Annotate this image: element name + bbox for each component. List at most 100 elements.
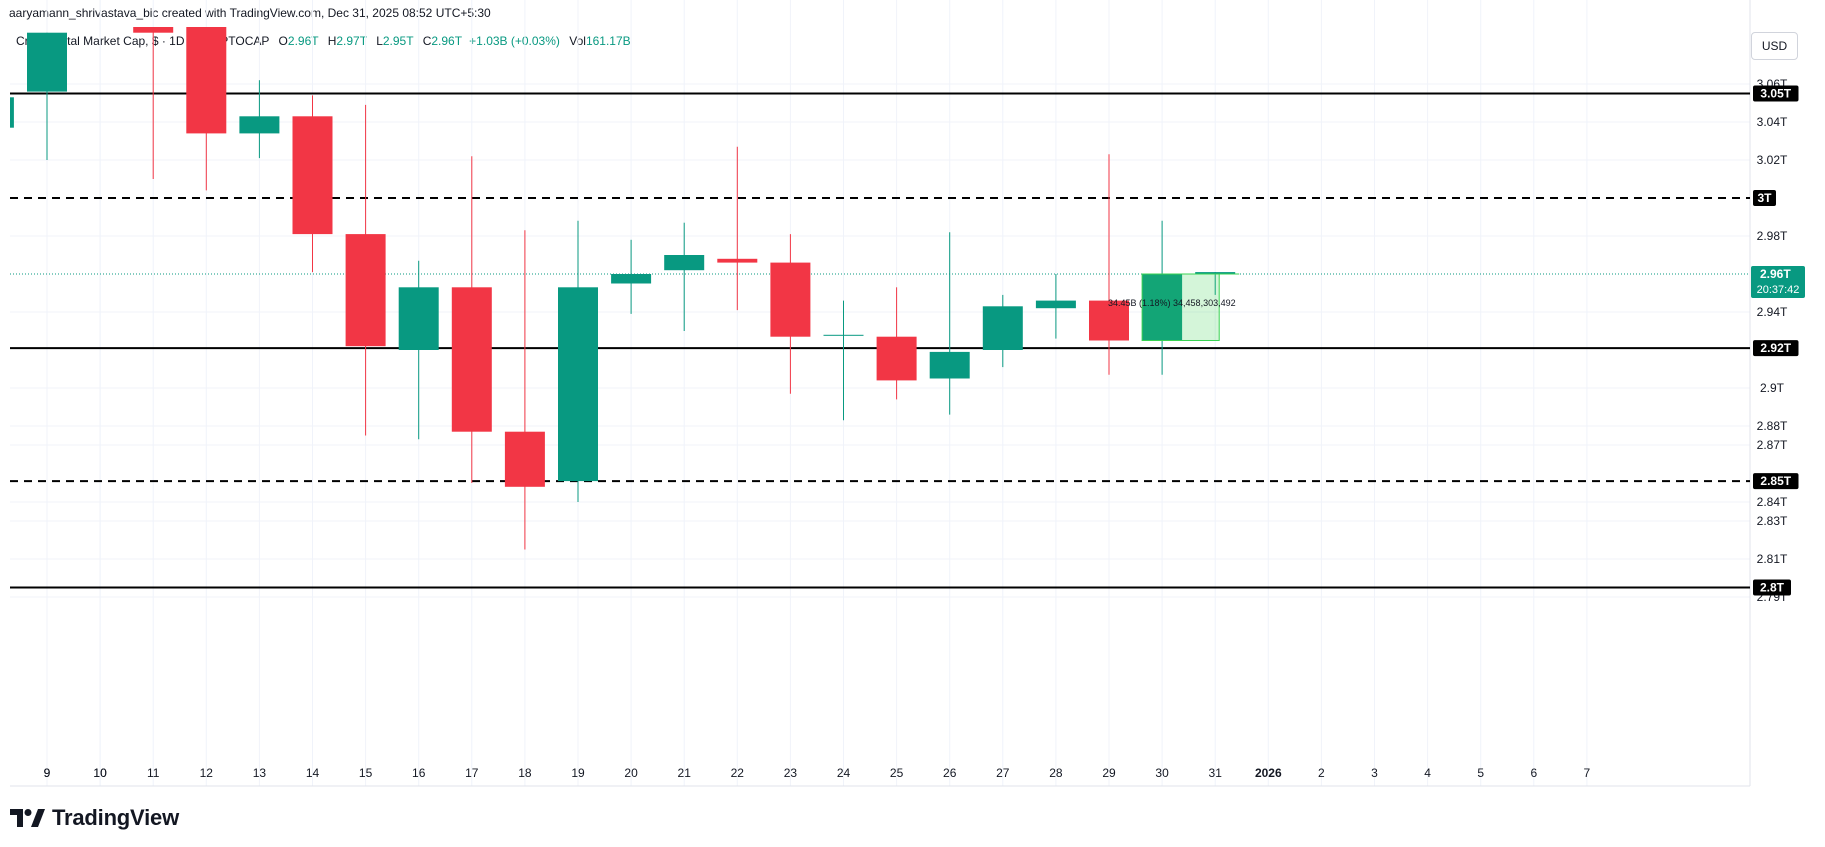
time-tick-label: 15 (359, 766, 373, 780)
time-tick-label: 25 (890, 766, 904, 780)
candle-body (451, 287, 492, 432)
level-price-label: 3T (1757, 191, 1772, 205)
price-tick-label: 2.94T (1757, 305, 1788, 319)
price-tick-label: 2.98T (1757, 229, 1788, 243)
price-tick-label: 2.88T (1757, 419, 1788, 433)
price-tick-label: 2.83T (1757, 514, 1788, 528)
price-tick-label: 2.84T (1757, 495, 1788, 509)
volume-value: 161.17B (585, 34, 631, 48)
candle-body (504, 431, 545, 487)
time-tick-label: 22 (731, 766, 745, 780)
high-value: 2.97T (336, 34, 367, 48)
time-tick-label: 9 (44, 766, 51, 780)
tradingview-logo[interactable]: TradingView (10, 805, 179, 831)
level-price-tag (1753, 340, 1799, 357)
time-tick-label: 20 (624, 766, 638, 780)
candle-body (345, 234, 386, 347)
candle-body (611, 274, 652, 284)
time-tick-label: 27 (996, 766, 1010, 780)
time-tick-label: 2 (1318, 766, 1325, 780)
change-value: +1.03B (+0.03%) (469, 34, 560, 48)
candle-body (717, 258, 758, 263)
candle-body (558, 287, 598, 482)
tradingview-logo-text: TradingView (52, 805, 179, 830)
level-price-tag (1753, 579, 1791, 596)
price-tick-label: 2.9T (1760, 381, 1785, 395)
measurement-box (1141, 273, 1220, 341)
time-tick-label: 3 (1371, 766, 1378, 780)
candle-body (292, 116, 333, 235)
currency-button[interactable]: USD (1751, 32, 1798, 60)
time-tick-label: 2026 (1255, 766, 1282, 780)
level-price-label: 2.8T (1760, 581, 1785, 595)
candle-body (770, 262, 811, 337)
time-tick-label: 11 (147, 766, 160, 780)
candle-body (186, 27, 227, 134)
time-tick-label: 29 (1102, 766, 1116, 780)
time-axis[interactable]: 9 10 11 12 13 14 15 16 17 18 19 20 21 22 23 24 25 26 27 28 2… (0, 766, 1591, 780)
time-tick-label: 16 (412, 766, 426, 780)
candle-body (1089, 300, 1129, 341)
time-tick-label: 30 (1155, 766, 1169, 780)
time-tick-label: 21 (678, 766, 692, 780)
candle-body (10, 97, 14, 128)
candle-body (1142, 274, 1183, 341)
candle-body (823, 334, 864, 336)
horizontal-levels (10, 92, 1750, 589)
time-tick-label: 7 (1584, 766, 1591, 780)
open-label: O (278, 34, 288, 48)
candle-body (929, 351, 970, 379)
tradingview-logo-icon (10, 809, 45, 827)
measurement-tool: 34.45B (1.18%) 34,458,303,492 (1108, 273, 1240, 341)
high-label: H (327, 34, 337, 48)
candle-body (398, 287, 439, 350)
time-tick-label: 18 (518, 766, 532, 780)
close-label: C (422, 34, 432, 48)
time-tick-label: 14 (306, 766, 320, 780)
time-tick-label: 26 (943, 766, 957, 780)
candles (10, 27, 1236, 550)
candle-body (876, 336, 917, 381)
candle-body (27, 32, 67, 92)
close-value: 2.96T (431, 34, 462, 48)
chart-attribution: aaryamann_shrivastava_bic created with T… (9, 6, 491, 20)
level-price-tag (1753, 473, 1799, 490)
price-tick-label: 3.02T (1757, 153, 1788, 167)
candle-body (982, 306, 1023, 350)
level-price-tag (1753, 190, 1776, 206)
time-tick-label: 19 (571, 766, 585, 780)
candle-body (1195, 272, 1236, 274)
level-price-label: 3.05T (1760, 87, 1791, 101)
measurement-label: 34.45B (1.18%) 34,458,303,492 (1108, 298, 1236, 308)
level-price-tag (1753, 85, 1799, 102)
candle-body (133, 27, 174, 33)
price-tick-label: 2.87T (1757, 438, 1788, 452)
time-tick-label: 13 (253, 766, 267, 780)
time-tick-label: 9 (44, 766, 51, 780)
time-tick-label: 31 (1209, 766, 1223, 780)
price-axis[interactable]: 3.06T3.04T3.02T2.98T2.94T2.9T2.88T2.87T2… (1751, 77, 1805, 604)
candle-body (1035, 300, 1076, 309)
countdown-label: 20:37:42 (1757, 284, 1800, 296)
time-tick-label: 28 (1049, 766, 1063, 780)
open-value: 2.96T (287, 34, 319, 48)
low-value: 2.95T (382, 34, 414, 48)
time-tick-label: 5 (1477, 766, 1484, 780)
candle-body (664, 255, 705, 271)
time-tick-label: 17 (465, 766, 479, 780)
price-tick-label: 2.81T (1757, 552, 1788, 566)
time-tick-label: 10 (93, 766, 107, 780)
candle-body (239, 116, 280, 134)
low-label: L (376, 34, 383, 48)
time-tick-label: 23 (784, 766, 798, 780)
level-price-label: 2.85T (1760, 474, 1791, 488)
time-tick-label: 10 (93, 766, 107, 780)
time-tick-label: 24 (837, 766, 851, 780)
current-price-tag (1751, 266, 1805, 298)
current-price-label: 2.96T (1760, 267, 1791, 281)
time-tick-label: 12 (200, 766, 214, 780)
time-tick-label: 4 (1424, 766, 1431, 780)
level-price-label: 2.92T (1760, 341, 1791, 355)
price-tick-label: 3.04T (1757, 115, 1788, 129)
